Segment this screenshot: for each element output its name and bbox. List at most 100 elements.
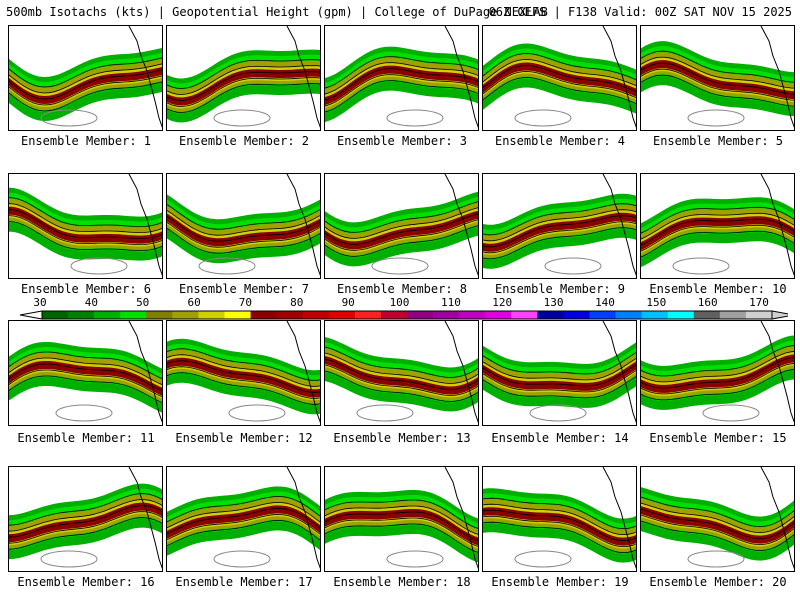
colorbar-swatch [641,311,669,319]
coastline [760,321,794,423]
height-contour-closed [544,257,602,275]
model-run-info: 06Z GEFS | F138 Valid: 00Z SAT NOV 15 20… [488,5,792,19]
height-contour [483,503,636,536]
height-contour [483,509,636,542]
ensemble-member-label: Ensemble Member: 5 [652,134,784,148]
height-contour [483,215,636,248]
ensemble-panel [640,25,795,131]
height-contour [641,218,794,246]
height-contour [325,364,478,396]
isotach-band [325,356,478,395]
colorbar-swatch [250,311,278,319]
coastline [760,26,794,128]
ensemble-panel [640,320,795,426]
colorbar-swatch [146,311,173,319]
ensemble-member-label: Ensemble Member: 8 [336,282,468,296]
height-contour [9,209,162,240]
colorbar-swatch [459,311,486,319]
ensemble-panel [166,173,321,279]
height-contour [9,375,162,404]
height-contour [641,508,794,540]
coastline [444,174,478,276]
coastline [128,174,162,276]
isotach-map [9,174,162,276]
isotach-map [641,467,794,569]
height-contour [483,209,636,242]
height-contour [167,65,320,95]
colorbar-arrow-right [771,310,788,320]
ensemble-panel [324,466,479,572]
coastline [128,321,162,423]
colorbar-swatch [511,311,538,319]
colorbar-swatch [328,311,356,319]
colorbar-swatch [693,311,721,319]
height-contour [641,496,794,528]
ensemble-panel [482,320,637,426]
height-contour [9,493,162,526]
height-contour-closed [213,550,271,568]
coastline [760,467,794,569]
height-contour [9,75,162,106]
colorbar-swatch [120,311,147,319]
height-contour [9,63,162,94]
height-contour-closed [687,109,745,127]
isotach-band [483,507,636,546]
height-contour [641,230,794,258]
ensemble-member-label: Ensemble Member: 10 [649,282,787,296]
isotach-band [167,68,320,106]
ensemble-member-label: Ensemble Member: 11 [17,431,155,445]
coastline [286,321,320,423]
colorbar-swatch [433,311,460,319]
height-contour [9,363,162,392]
ensemble-panel [482,173,637,279]
ensemble-panel [8,173,163,279]
height-contour [483,370,636,393]
colorbar-swatch [198,311,225,319]
height-contour [167,216,320,242]
ensemble-member-label: Ensemble Member: 20 [649,575,787,589]
ensemble-member-label: Ensemble Member: 16 [17,575,155,589]
height-contour [483,203,636,236]
isotach-map [325,321,478,423]
isotach-map [483,321,636,423]
coastline [286,174,320,276]
height-contour-closed [198,257,256,275]
colorbar-swatch [485,311,512,319]
height-contour-closed [228,404,286,422]
ensemble-member-label: Ensemble Member: 19 [491,575,629,589]
height-contour [325,207,478,239]
height-contour [325,352,478,384]
coastline [286,26,320,128]
height-contour [641,212,794,240]
colorbar-tick-label: 150 [646,296,666,309]
isotach-band [9,206,162,244]
height-contour-closed [371,257,429,275]
height-contour [9,221,162,252]
ensemble-panel [8,466,163,572]
isotach-map [167,26,320,128]
height-contour [167,59,320,89]
height-contour [167,495,320,523]
height-contour-closed [70,257,128,275]
height-contour [167,354,320,387]
ensemble-panel [166,320,321,426]
colorbar-swatch [537,311,564,319]
height-contour-closed [514,550,572,568]
height-contour [641,363,794,395]
height-contour [9,517,162,550]
ensemble-member-label: Ensemble Member: 12 [175,431,313,445]
height-contour [483,71,636,98]
height-contour [641,345,794,377]
height-contour [483,77,636,104]
colorbar-tick-label: 50 [136,296,149,309]
isotach-map [483,26,636,128]
height-contour [641,62,794,95]
colorbar-tick-label: 40 [85,296,98,309]
colorbar-swatch [615,311,643,319]
colorbar-tick-label: 130 [544,296,564,309]
height-contour [483,358,636,381]
height-contour [167,71,320,101]
ensemble-panel [640,173,795,279]
height-contour [167,228,320,254]
height-contour [325,511,478,541]
